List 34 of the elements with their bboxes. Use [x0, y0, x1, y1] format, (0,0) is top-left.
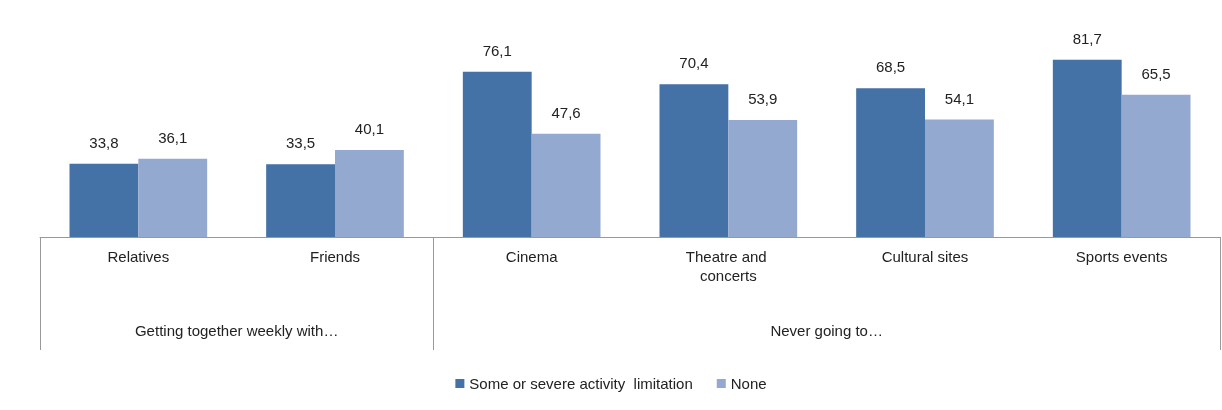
x-tick-label: Theatre and concerts: [685, 248, 771, 284]
data-label: 47,6: [551, 103, 581, 121]
bar: [266, 164, 335, 237]
legend-label: None: [730, 375, 767, 392]
data-label: 70,4: [679, 54, 709, 72]
data-label: 33,8: [89, 133, 119, 151]
bar: [925, 119, 994, 237]
bar: [728, 120, 798, 237]
bar: [335, 149, 404, 237]
bar: [462, 71, 532, 237]
data-label: 40,1: [354, 119, 385, 137]
x-tick-label: Cultural sites: [881, 248, 969, 265]
legend-label: Some or severe activity limitation: [469, 375, 693, 392]
bar: [138, 158, 208, 237]
bar: [1121, 94, 1191, 237]
x-tick-label: Sports events: [1075, 248, 1168, 265]
data-label: 36,1: [158, 128, 188, 146]
bar: [69, 163, 139, 237]
data-label: 76,1: [482, 41, 512, 59]
text: Never going to…: [770, 321, 883, 339]
bar: [531, 133, 601, 237]
bar: [856, 88, 925, 237]
text: Getting together weekly with…: [134, 321, 339, 339]
x-tick-label: Friends: [309, 248, 361, 265]
data-label: 33,5: [285, 134, 316, 152]
bar: [659, 84, 729, 237]
data-label: 68,5: [875, 58, 906, 76]
data-label: 54,1: [944, 89, 975, 107]
x-tick-label: Cinema: [505, 248, 559, 265]
data-label: 53,9: [748, 90, 778, 108]
x-tick-label: Relatives: [107, 248, 170, 265]
data-label: 65,5: [1141, 64, 1171, 82]
bar: [1052, 59, 1122, 237]
data-label: 81,7: [1072, 29, 1102, 47]
